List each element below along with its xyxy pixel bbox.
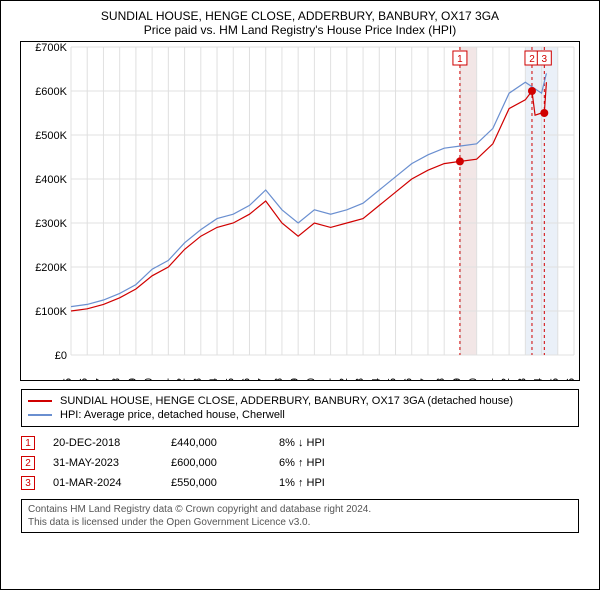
- event-marker-icon: 1: [21, 436, 35, 450]
- svg-text:2016: 2016: [403, 378, 415, 380]
- attribution-footer: Contains HM Land Registry data © Crown c…: [21, 499, 579, 533]
- svg-text:£700K: £700K: [35, 42, 67, 54]
- svg-text:2009: 2009: [289, 378, 301, 380]
- price-chart: £0 £100K £200K £300K £400K £500K £600K £700K 199…: [20, 41, 580, 381]
- svg-text:2023: 2023: [516, 378, 528, 380]
- footer-line: This data is licensed under the Open Gov…: [28, 516, 572, 529]
- svg-text:1997: 1997: [94, 378, 106, 380]
- svg-text:2000: 2000: [143, 378, 155, 380]
- event-marker-icon: 2: [21, 456, 35, 470]
- svg-text:2018: 2018: [435, 378, 447, 380]
- svg-text:2005: 2005: [224, 378, 236, 380]
- svg-text:2010: 2010: [305, 378, 317, 380]
- svg-text:2014: 2014: [370, 378, 382, 380]
- legend-item: HPI: Average price, detached house, Cher…: [28, 408, 572, 422]
- svg-text:2026: 2026: [565, 378, 577, 380]
- svg-text:1: 1: [457, 54, 463, 65]
- svg-text:2024: 2024: [533, 378, 545, 380]
- svg-text:2012: 2012: [338, 378, 350, 380]
- event-row: 2 31-MAY-2023 £600,000 6% ↑ HPI: [21, 453, 579, 473]
- event-row: 3 01-MAR-2024 £550,000 1% ↑ HPI: [21, 473, 579, 493]
- svg-text:2019: 2019: [451, 378, 463, 380]
- footer-line: Contains HM Land Registry data © Crown c…: [28, 503, 572, 516]
- svg-text:1995: 1995: [62, 378, 74, 380]
- event-note: 6% ↑ HPI: [279, 457, 369, 469]
- svg-text:2006: 2006: [240, 378, 252, 380]
- svg-text:2001: 2001: [159, 378, 171, 380]
- svg-text:£0: £0: [55, 350, 67, 362]
- event-note: 8% ↓ HPI: [279, 437, 369, 449]
- svg-text:2025: 2025: [549, 378, 561, 380]
- svg-text:£300K: £300K: [35, 218, 67, 230]
- chart-title-line2: Price paid vs. HM Land Registry's House …: [11, 23, 589, 37]
- svg-text:2022: 2022: [500, 378, 512, 380]
- event-row: 1 20-DEC-2018 £440,000 8% ↓ HPI: [21, 433, 579, 453]
- legend-label: HPI: Average price, detached house, Cher…: [60, 409, 285, 421]
- event-date: 20-DEC-2018: [53, 437, 153, 449]
- event-price: £440,000: [171, 437, 261, 449]
- svg-text:1999: 1999: [127, 378, 139, 380]
- svg-text:1998: 1998: [111, 378, 123, 380]
- svg-text:£200K: £200K: [35, 262, 67, 274]
- svg-text:2017: 2017: [419, 378, 431, 380]
- chart-legend: SUNDIAL HOUSE, HENGE CLOSE, ADDERBURY, B…: [21, 389, 579, 427]
- event-marker-icon: 3: [21, 476, 35, 490]
- svg-text:£400K: £400K: [35, 174, 67, 186]
- svg-text:2: 2: [529, 54, 535, 65]
- svg-text:£600K: £600K: [35, 86, 67, 98]
- svg-text:2021: 2021: [484, 378, 496, 380]
- svg-text:2020: 2020: [468, 378, 480, 380]
- svg-text:2003: 2003: [192, 378, 204, 380]
- svg-text:2007: 2007: [257, 378, 269, 380]
- event-table: 1 20-DEC-2018 £440,000 8% ↓ HPI 2 31-MAY…: [21, 433, 579, 493]
- chart-title-line1: SUNDIAL HOUSE, HENGE CLOSE, ADDERBURY, B…: [11, 9, 589, 23]
- svg-text:£100K: £100K: [35, 306, 67, 318]
- svg-text:1996: 1996: [78, 378, 90, 380]
- event-date: 31-MAY-2023: [53, 457, 153, 469]
- svg-text:3: 3: [542, 54, 548, 65]
- event-price: £600,000: [171, 457, 261, 469]
- svg-text:2002: 2002: [176, 378, 188, 380]
- svg-text:2013: 2013: [354, 378, 366, 380]
- event-date: 01-MAR-2024: [53, 477, 153, 489]
- event-price: £550,000: [171, 477, 261, 489]
- svg-text:£500K: £500K: [35, 130, 67, 142]
- legend-label: SUNDIAL HOUSE, HENGE CLOSE, ADDERBURY, B…: [60, 395, 513, 407]
- svg-text:2011: 2011: [322, 378, 334, 380]
- event-note: 1% ↑ HPI: [279, 477, 369, 489]
- svg-text:2015: 2015: [387, 378, 399, 380]
- legend-item: SUNDIAL HOUSE, HENGE CLOSE, ADDERBURY, B…: [28, 394, 572, 408]
- svg-text:2008: 2008: [273, 378, 285, 380]
- svg-text:2004: 2004: [208, 378, 220, 380]
